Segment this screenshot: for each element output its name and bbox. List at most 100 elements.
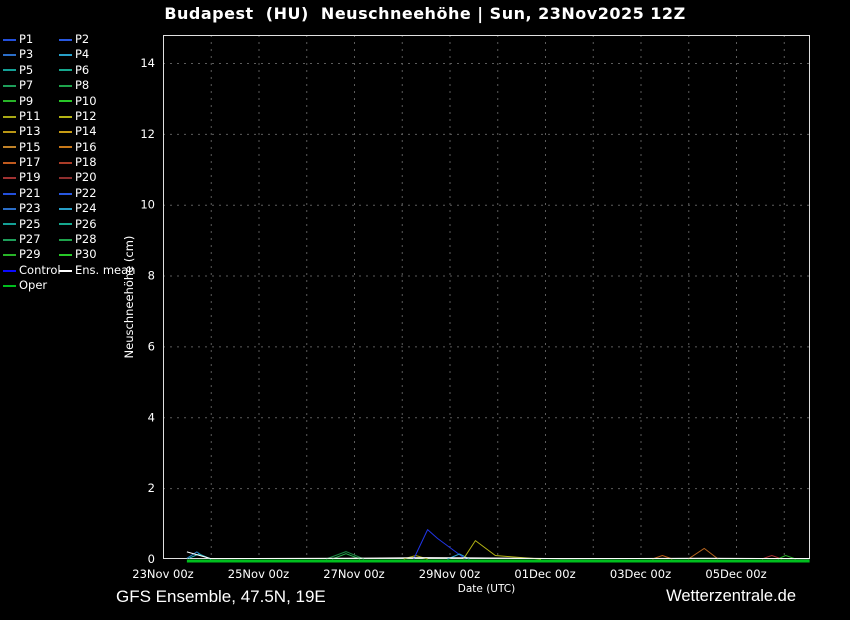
footer-brand: Wetterzentrale.de: [666, 587, 796, 605]
x-tick-label: 05Dec 00z: [705, 567, 766, 581]
legend-item-p23: P23: [3, 201, 59, 216]
legend-swatch: [3, 115, 16, 118]
legend-label: P7: [19, 78, 34, 93]
legend-label: P25: [19, 216, 41, 231]
legend-swatch: [3, 269, 16, 272]
legend-swatch: [59, 254, 72, 257]
y-tick-label: 12: [140, 127, 155, 141]
legend-label: P10: [75, 93, 97, 108]
legend-label: P8: [75, 78, 90, 93]
legend-item-p3: P3: [3, 47, 59, 62]
legend-swatch: [59, 84, 72, 87]
legend-swatch: [3, 146, 16, 149]
legend-label: P14: [75, 124, 97, 139]
legend-label: P3: [19, 47, 34, 62]
legend-item-ens-mean: Ens. mean: [59, 263, 135, 278]
legend-item-p26: P26: [59, 217, 135, 232]
y-tick-label: 4: [148, 410, 155, 424]
footer-model-info: GFS Ensemble, 47.5N, 19E: [116, 587, 326, 606]
chart-title: Budapest (HU) Neuschneehöhe | Sun, 23Nov…: [164, 4, 686, 23]
legend-swatch: [59, 115, 72, 118]
series-olive-spike: [462, 540, 542, 560]
series-orange-spike: [688, 547, 719, 560]
legend-swatch: [59, 207, 72, 210]
legend-item-p19: P19: [3, 171, 59, 186]
x-tick-label: 03Dec 00z: [610, 567, 671, 581]
legend-swatch: [3, 84, 16, 87]
legend-label: Control: [19, 262, 61, 277]
legend-item-p11: P11: [3, 109, 59, 124]
legend-label: P21: [19, 185, 41, 200]
legend-swatch: [3, 254, 16, 257]
legend-swatch: [59, 146, 72, 149]
legend-label: P9: [19, 93, 34, 108]
legend-label: P5: [19, 62, 34, 77]
legend-label: P22: [75, 185, 97, 200]
y-tick-label: 14: [140, 56, 155, 70]
legend-label: Oper: [19, 278, 48, 293]
legend-swatch: [3, 131, 16, 134]
y-axis-label: Neuschneehöhe (cm): [122, 236, 136, 359]
legend-label: P12: [75, 108, 97, 123]
legend-item-p7: P7: [3, 78, 59, 93]
legend-swatch: [3, 284, 16, 287]
y-tick-label: 10: [140, 198, 155, 212]
y-tick-label: 0: [148, 552, 155, 566]
legend-item-oper: Oper: [3, 278, 59, 293]
series-orange-bump: [652, 555, 673, 560]
legend-item-p12: P12: [59, 109, 135, 124]
legend-swatch: [59, 131, 72, 134]
legend-item-p15: P15: [3, 140, 59, 155]
x-tick-label: 27Nov 00z: [323, 567, 384, 581]
series-blue-member-spike: [413, 529, 466, 560]
legend-item-p25: P25: [3, 217, 59, 232]
series-green-spike-bright: [331, 553, 361, 560]
x-tick-label: 29Nov 00z: [419, 567, 480, 581]
legend-swatch: [3, 223, 16, 226]
legend-label: P16: [75, 139, 97, 154]
legend-label: Ens. mean: [75, 262, 136, 277]
legend-label: P6: [75, 62, 90, 77]
y-tick-label: 6: [148, 339, 155, 353]
legend-item-p28: P28: [59, 232, 135, 247]
legend-label: P1: [19, 31, 34, 46]
y-tick-label: 2: [148, 481, 155, 495]
legend-item-p1: P1: [3, 32, 59, 47]
legend-swatch: [3, 207, 16, 210]
legend-swatch: [59, 223, 72, 226]
legend-swatch: [59, 69, 72, 72]
legend-label: P18: [75, 155, 97, 170]
legend-item-p24: P24: [59, 201, 135, 216]
legend-label: P4: [75, 47, 90, 62]
legend-item-p13: P13: [3, 124, 59, 139]
legend-item-p16: P16: [59, 140, 135, 155]
legend-label: P29: [19, 247, 41, 262]
legend-item-p29: P29: [3, 247, 59, 262]
legend-label: P2: [75, 31, 90, 46]
legend-label: P27: [19, 232, 41, 247]
series-green-bump: [777, 555, 796, 560]
legend-item-p30: P30: [59, 247, 135, 262]
legend-label: P13: [19, 124, 41, 139]
legend-swatch: [59, 54, 72, 57]
legend-swatch: [3, 54, 16, 57]
x-tick-label: 25Nov 00z: [228, 567, 289, 581]
legend-item-p22: P22: [59, 186, 135, 201]
y-tick-label: 8: [148, 269, 155, 283]
legend-label: P23: [19, 201, 41, 216]
legend-swatch: [59, 238, 72, 241]
legend-swatch: [59, 100, 72, 103]
legend-item-p18: P18: [59, 155, 135, 170]
legend-swatch: [59, 177, 72, 180]
legend-item-p14: P14: [59, 124, 135, 139]
legend-item-p2: P2: [59, 32, 135, 47]
legend-label: P11: [19, 108, 41, 123]
legend-swatch: [3, 192, 16, 195]
legend-swatch: [59, 38, 72, 41]
legend-item-p4: P4: [59, 47, 135, 62]
legend-swatch: [3, 177, 16, 180]
plot-border: [163, 35, 810, 559]
legend-swatch: [3, 38, 16, 41]
x-tick-label: 01Dec 00z: [514, 567, 575, 581]
